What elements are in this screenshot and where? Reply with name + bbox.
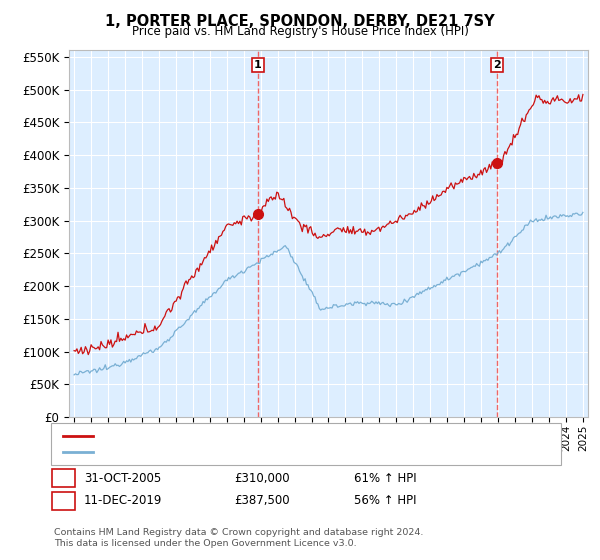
Text: £387,500: £387,500: [234, 494, 290, 507]
Text: 1, PORTER PLACE, SPONDON, DERBY, DE21 7SY (detached house): 1, PORTER PLACE, SPONDON, DERBY, DE21 7S…: [99, 431, 460, 441]
Text: 2: 2: [493, 60, 501, 70]
Text: 1: 1: [254, 60, 262, 70]
Text: 1, PORTER PLACE, SPONDON, DERBY, DE21 7SY: 1, PORTER PLACE, SPONDON, DERBY, DE21 7S…: [105, 14, 495, 29]
Text: 31-OCT-2005: 31-OCT-2005: [84, 472, 161, 485]
Text: £310,000: £310,000: [234, 472, 290, 485]
Text: Contains HM Land Registry data © Crown copyright and database right 2024.
This d: Contains HM Land Registry data © Crown c…: [54, 528, 424, 548]
Text: 1: 1: [59, 472, 68, 485]
Text: Price paid vs. HM Land Registry's House Price Index (HPI): Price paid vs. HM Land Registry's House …: [131, 25, 469, 38]
Text: 11-DEC-2019: 11-DEC-2019: [84, 494, 163, 507]
Text: 56% ↑ HPI: 56% ↑ HPI: [354, 494, 416, 507]
Text: 61% ↑ HPI: 61% ↑ HPI: [354, 472, 416, 485]
Text: 2: 2: [59, 494, 68, 507]
Text: HPI: Average price, detached house, City of Derby: HPI: Average price, detached house, City…: [99, 447, 373, 457]
